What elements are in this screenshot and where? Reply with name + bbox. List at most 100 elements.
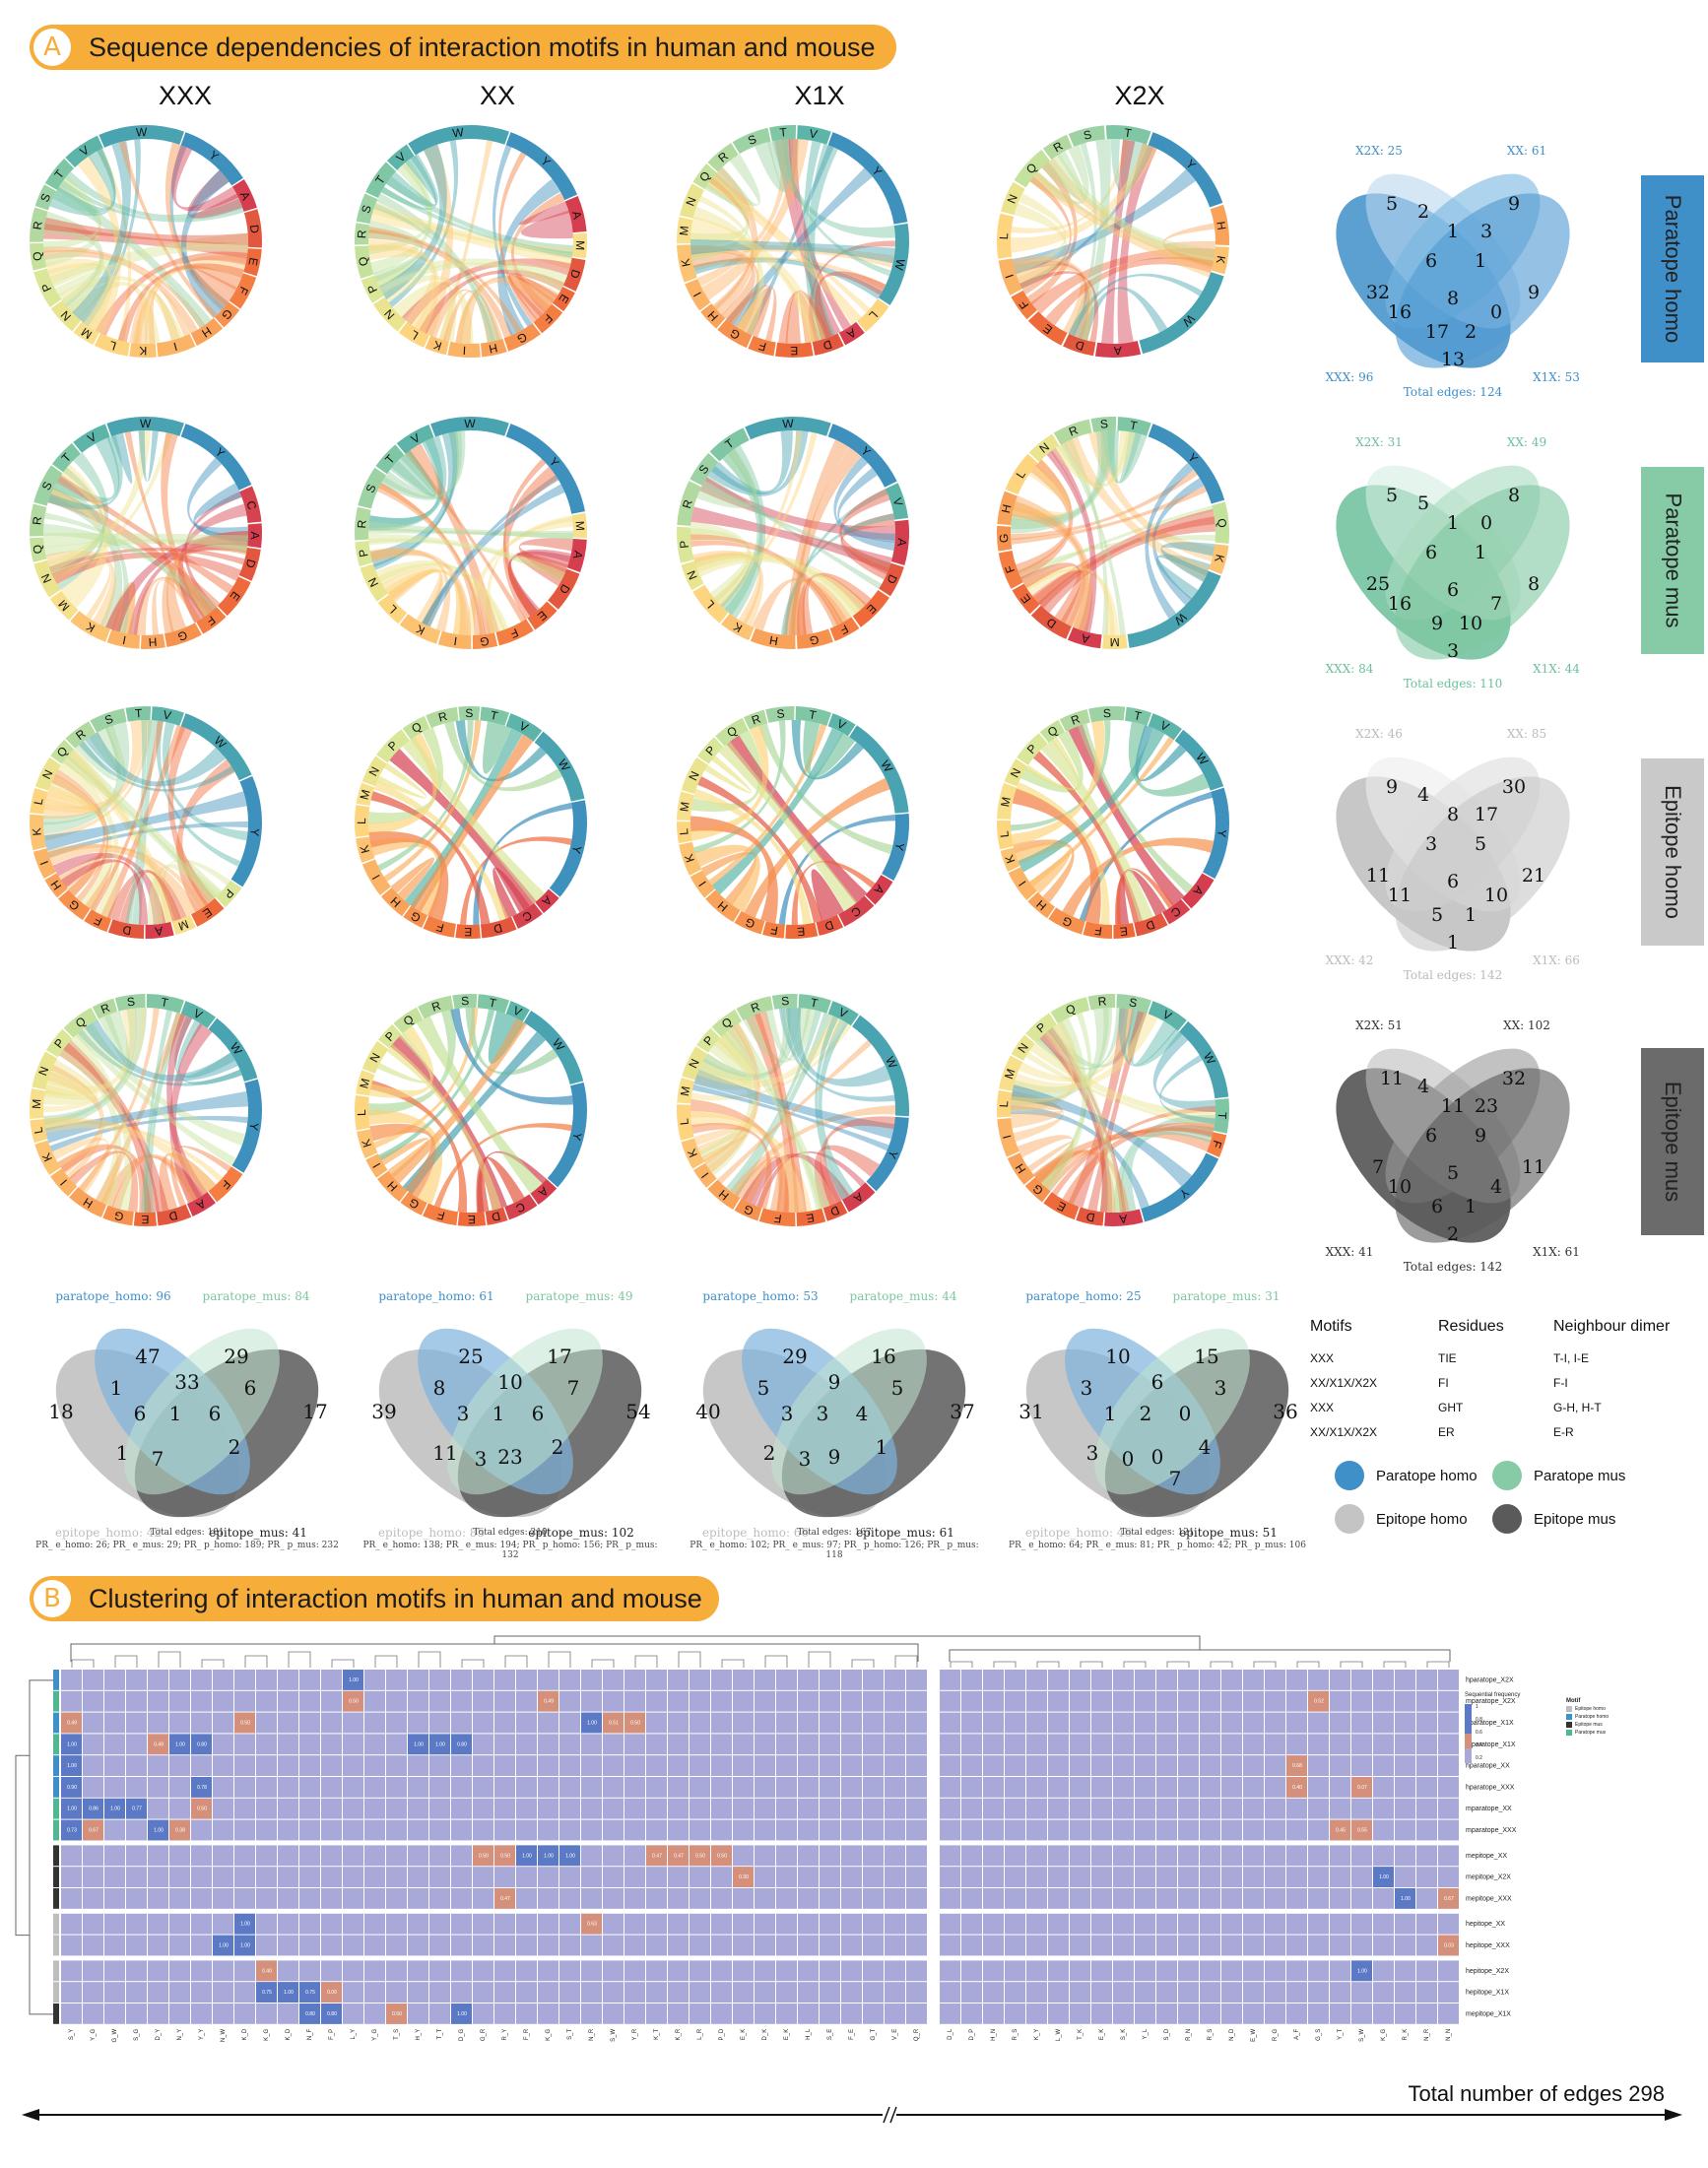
heatmap-col-label: S_T xyxy=(567,2028,573,2039)
chord-segment-D xyxy=(1063,333,1096,357)
heatmap-cell xyxy=(408,1845,428,1867)
chord-link xyxy=(161,859,230,924)
heatmap-cell xyxy=(148,2004,168,2024)
chord-segment-label: M xyxy=(573,240,587,251)
chord-link xyxy=(780,513,895,635)
chord-link xyxy=(176,759,235,913)
heatmap-cell xyxy=(1091,1867,1112,1887)
heatmap-cell xyxy=(451,1888,472,1909)
heatmap-cell xyxy=(169,1690,190,1712)
venn-region-count: 0 xyxy=(1151,1445,1164,1469)
chord-link xyxy=(1073,139,1111,341)
heatmap-cell xyxy=(820,1913,840,1935)
chord-segment-Q xyxy=(1039,719,1065,744)
chord-segment-Y xyxy=(1148,424,1225,504)
chord-link xyxy=(368,831,449,921)
chord-link xyxy=(133,576,214,635)
heatmap-cell xyxy=(1048,1819,1069,1841)
heatmap-cell xyxy=(1330,1888,1350,1909)
chord-link xyxy=(788,139,852,331)
chord-link xyxy=(382,430,463,499)
chord-segment-E xyxy=(457,1212,487,1226)
venn-region-count: 33 xyxy=(174,1370,199,1394)
chord-link xyxy=(771,139,895,238)
chord-segment-F xyxy=(1207,1132,1227,1157)
heatmap-cell xyxy=(364,1819,385,1841)
venn-region-count: 9 xyxy=(1508,193,1520,215)
heatmap-cell xyxy=(1048,1960,1069,1982)
chord-link xyxy=(47,844,207,909)
chord-link xyxy=(49,1115,248,1152)
heatmap-cell xyxy=(451,1690,472,1712)
heatmap-cell xyxy=(1395,1867,1415,1887)
heatmap-cell xyxy=(1330,1982,1350,2003)
chord-segment-label: S xyxy=(1099,417,1108,431)
chord-segment-P xyxy=(216,880,242,908)
heatmap-cell xyxy=(364,1845,385,1867)
heatmap-cell xyxy=(364,1935,385,1956)
heatmap-cell xyxy=(191,1888,212,1909)
heatmap-cell xyxy=(234,1670,255,1690)
heatmap-cell xyxy=(61,1913,82,1935)
heatmap-col-label: N_R xyxy=(1424,2028,1430,2041)
heatmap-cell xyxy=(299,1935,320,1956)
chord-link xyxy=(118,871,181,924)
venn-region-count: 4 xyxy=(856,1402,869,1425)
heatmap-cell xyxy=(343,1777,363,1798)
heatmap-cell xyxy=(1113,1913,1134,1935)
heatmap-cell xyxy=(820,1670,840,1690)
venn-set-label: epitope_mus: 102 xyxy=(528,1526,633,1540)
heatmap-cell-highlight xyxy=(169,1734,190,1755)
heatmap-cell xyxy=(1438,1690,1459,1712)
chord-link xyxy=(132,260,246,344)
heatmap-cell xyxy=(278,1690,298,1712)
heatmap-cell xyxy=(841,1734,862,1755)
heatmap-cell xyxy=(473,1798,493,1819)
chord-link xyxy=(690,1022,852,1101)
chord-link xyxy=(694,554,862,619)
heatmap-cell xyxy=(234,1819,255,1841)
heatmap-cell xyxy=(1373,1734,1394,1755)
chord-link xyxy=(161,432,214,619)
chord-link xyxy=(43,249,199,334)
chord-link xyxy=(402,737,546,904)
heatmap-cell xyxy=(343,1867,363,1887)
heatmap-cell-highlight xyxy=(321,1982,342,2003)
chord-link xyxy=(707,430,809,496)
heatmap-cell-value: 0.30 xyxy=(739,1874,749,1880)
heatmap-cell xyxy=(364,1690,385,1712)
heatmap-cell xyxy=(538,1982,558,2003)
chord-link xyxy=(516,553,568,587)
chord-link xyxy=(1012,1008,1109,1097)
chord-segment-label: E xyxy=(797,924,806,939)
section-b-banner: B Clustering of interaction motifs in hu… xyxy=(30,1576,719,1621)
heatmap-cell xyxy=(646,1935,667,1956)
heatmap-cell xyxy=(1156,1755,1177,1776)
heatmap-cell xyxy=(126,1755,147,1776)
heatmap-cell xyxy=(1330,1960,1350,1982)
chord-link xyxy=(44,788,98,811)
chord-segment-N xyxy=(1004,758,1028,787)
chord-segment-Y xyxy=(882,813,909,881)
chord-link xyxy=(85,1019,238,1082)
heatmap-cell xyxy=(451,1913,472,1935)
chord-segment-T xyxy=(365,162,397,198)
chord-link xyxy=(755,139,800,192)
chord-link xyxy=(368,733,438,836)
chord-segment-Y xyxy=(230,775,262,887)
heatmap-cell xyxy=(1178,1734,1199,1755)
chord-link xyxy=(64,171,243,220)
venn-region-count: 17 xyxy=(1475,804,1498,825)
heatmap-cell xyxy=(234,1960,255,1982)
heatmap-cell xyxy=(646,1712,667,1734)
heatmap-cell xyxy=(646,1690,667,1712)
chord-link xyxy=(1015,264,1085,337)
venn-region-count: 7 xyxy=(1169,1467,1182,1490)
heatmap-cell xyxy=(1330,1755,1350,1776)
chord-link xyxy=(1135,725,1187,782)
heatmap-cell xyxy=(1005,1982,1025,2003)
venn-region-count: 3 xyxy=(1425,833,1437,855)
heatmap-cell xyxy=(1048,1734,1069,1755)
heatmap-col-label: S_E xyxy=(827,2029,833,2040)
